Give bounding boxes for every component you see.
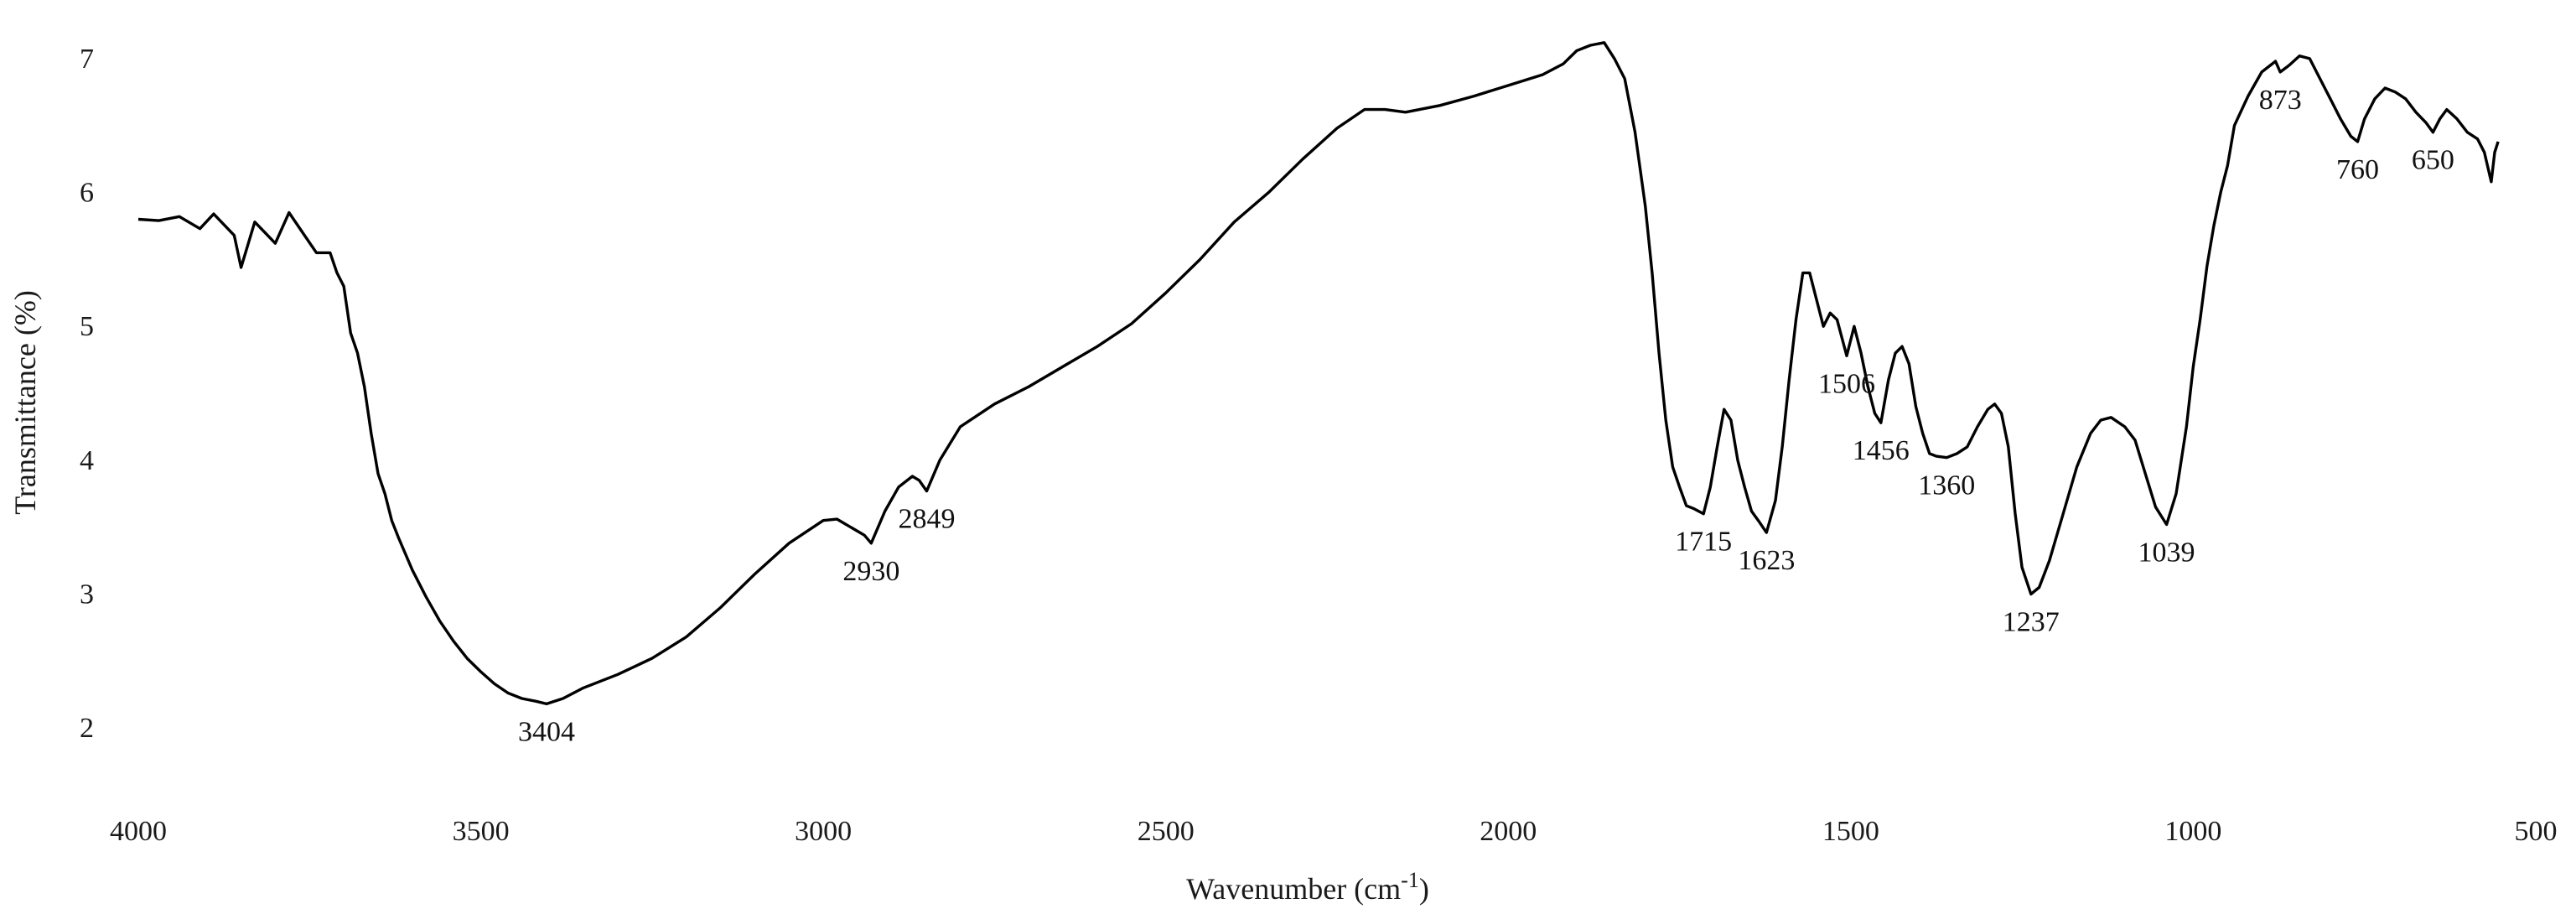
peak-label-2849: 2849 bbox=[899, 504, 956, 535]
peak-label-873: 873 bbox=[2259, 85, 2302, 116]
x-axis-title: Wavenumber (cm-1) bbox=[1186, 868, 1429, 906]
peak-label-650: 650 bbox=[2412, 145, 2454, 176]
y-tick-label: 4 bbox=[80, 445, 94, 476]
peak-label-1715: 1715 bbox=[1675, 527, 1732, 558]
x-tick-label: 3500 bbox=[453, 816, 510, 847]
x-axis-title-close: ) bbox=[1419, 872, 1429, 906]
x-tick-label: 2500 bbox=[1138, 816, 1195, 847]
peak-label-2930: 2930 bbox=[842, 556, 899, 587]
peak-label-3404: 3404 bbox=[518, 716, 575, 747]
x-tick-label: 500 bbox=[2515, 816, 2558, 847]
peak-label-1456: 1456 bbox=[1853, 435, 1910, 466]
y-axis: 2 3 4 5 6 7 bbox=[80, 44, 94, 744]
x-tick-label: 3000 bbox=[795, 816, 852, 847]
x-axis-title-superscript: -1 bbox=[1401, 868, 1419, 892]
peak-label-1623: 1623 bbox=[1738, 545, 1795, 576]
y-tick-label: 2 bbox=[80, 713, 94, 744]
peak-label-760: 760 bbox=[2336, 154, 2379, 185]
spectrum-line bbox=[137, 41, 2500, 706]
x-tick-label: 1000 bbox=[2164, 816, 2221, 847]
peak-label-1039: 1039 bbox=[2138, 537, 2195, 568]
y-tick-label: 3 bbox=[80, 579, 94, 610]
y-axis-title: Transmittance (%) bbox=[8, 290, 42, 515]
x-axis: 4000 3500 3000 2500 2000 1500 1000 500 bbox=[110, 816, 2558, 847]
x-tick-label: 2000 bbox=[1480, 816, 1537, 847]
peak-label-1360: 1360 bbox=[1918, 470, 1975, 501]
peak-label-1506: 1506 bbox=[1818, 368, 1875, 399]
y-tick-label: 6 bbox=[80, 178, 94, 209]
x-tick-label: 4000 bbox=[110, 816, 167, 847]
peak-label-1237: 1237 bbox=[2003, 607, 2060, 638]
y-tick-label: 5 bbox=[80, 311, 94, 342]
x-tick-label: 1500 bbox=[1822, 816, 1879, 847]
y-tick-label: 7 bbox=[80, 44, 94, 75]
x-axis-title-text: Wavenumber (cm bbox=[1186, 872, 1401, 906]
